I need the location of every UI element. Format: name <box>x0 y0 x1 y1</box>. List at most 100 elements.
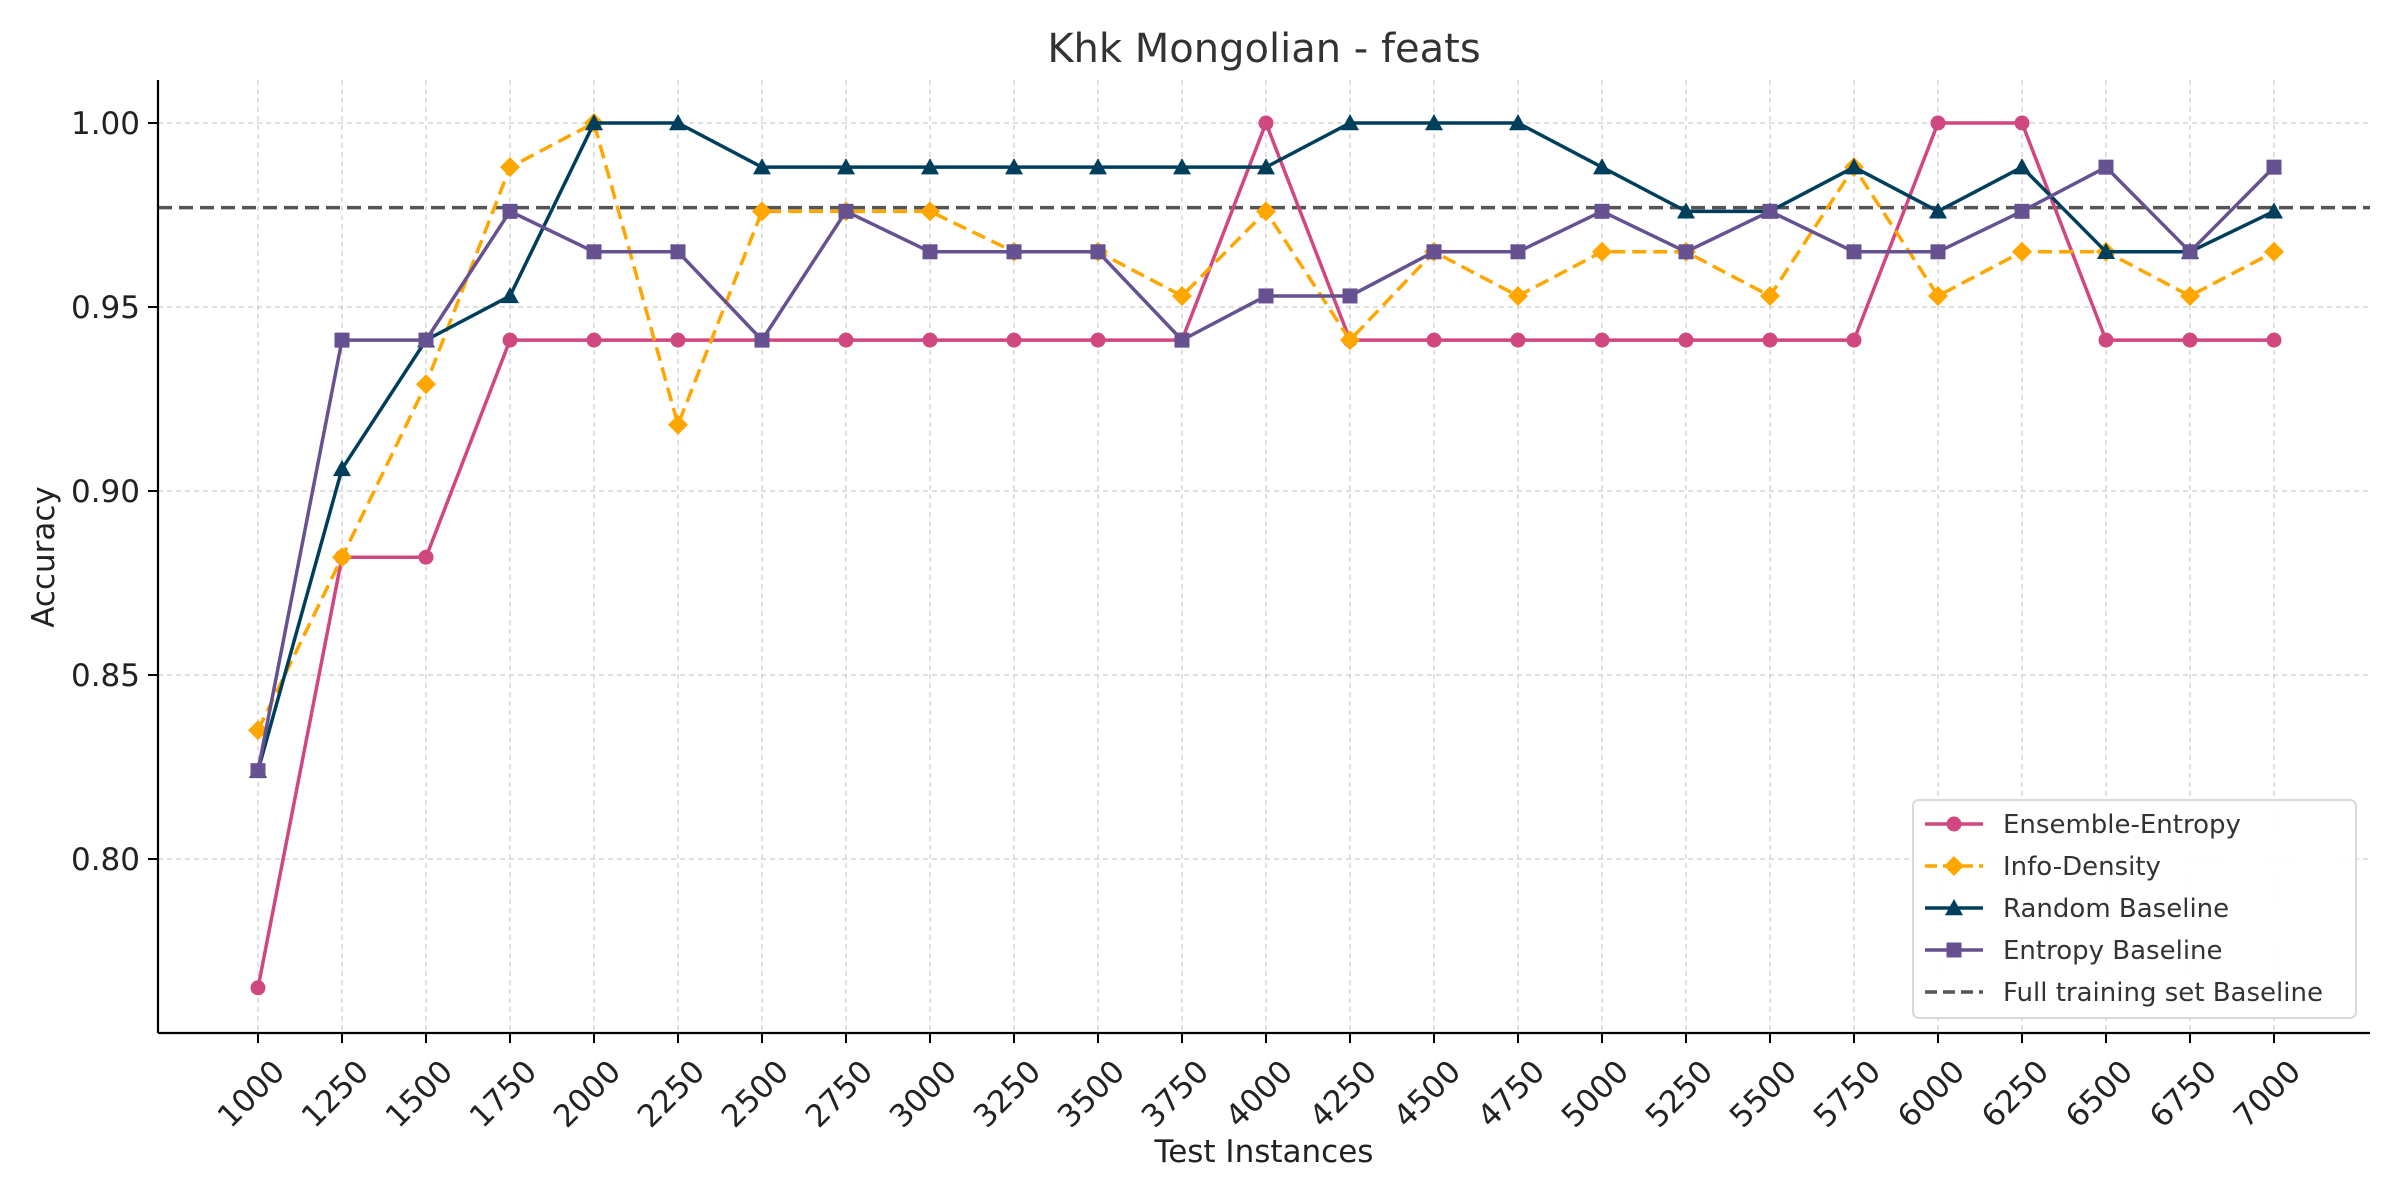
data-point-random-baseline <box>1593 158 1611 175</box>
legend-item-full-training-set-baseline: Full training set Baseline <box>1925 978 2323 1008</box>
data-point-info-density <box>1172 285 1192 306</box>
data-point-random-baseline <box>2265 202 2283 219</box>
legend-label: Entropy Baseline <box>2003 936 2223 966</box>
x-tick-label: 6750 <box>2143 1054 2224 1135</box>
legend-label: Info-Density <box>2003 852 2161 882</box>
data-point-entropy-baseline <box>670 244 686 260</box>
data-point-info-density <box>1760 285 1780 306</box>
data-point-entropy-baseline <box>2266 159 2282 175</box>
y-tick-label: 0.80 <box>71 842 140 878</box>
data-point-ensemble-entropy <box>2098 332 2114 348</box>
data-point-entropy-baseline <box>250 763 266 779</box>
legend-marker <box>1944 856 1964 876</box>
legend-marker <box>1945 899 1963 916</box>
data-point-entropy-baseline <box>1258 288 1274 304</box>
data-point-ensemble-entropy <box>2266 332 2282 348</box>
data-point-entropy-baseline <box>1174 332 1190 348</box>
data-point-entropy-baseline <box>1426 244 1442 260</box>
data-point-entropy-baseline <box>1342 288 1358 304</box>
grid-layer <box>158 80 2370 1033</box>
x-tick-label: 5250 <box>1639 1054 1720 1135</box>
data-point-random-baseline <box>1425 114 1443 131</box>
legend-marker <box>1946 816 1962 832</box>
data-point-ensemble-entropy <box>1594 332 1610 348</box>
x-tick-label: 4500 <box>1387 1054 1468 1135</box>
data-point-entropy-baseline <box>1678 244 1694 260</box>
data-point-info-density <box>2264 241 2284 262</box>
y-tick-label: 0.85 <box>71 658 140 694</box>
data-point-info-density <box>500 157 520 178</box>
data-point-entropy-baseline <box>586 244 602 260</box>
data-point-random-baseline <box>2013 158 2031 175</box>
legend-item-info-density: Info-Density <box>1925 852 2161 882</box>
data-point-info-density <box>248 720 268 741</box>
data-point-info-density <box>668 414 688 435</box>
data-point-random-baseline <box>753 158 771 175</box>
data-point-entropy-baseline <box>334 332 350 348</box>
chart-title: Khk Mongolian - feats <box>1047 26 1480 72</box>
x-tick-label: 3000 <box>883 1054 964 1135</box>
legend: Ensemble-Entropy Info-Density Random Basel… <box>1912 799 2357 1019</box>
data-point-info-density <box>1256 201 1276 222</box>
data-point-random-baseline <box>1341 114 1359 131</box>
data-point-ensemble-entropy <box>250 980 266 996</box>
data-point-entropy-baseline <box>922 244 938 260</box>
data-point-random-baseline <box>1173 158 1191 175</box>
data-point-ensemble-entropy <box>1846 332 1862 348</box>
y-tick-label: 1.00 <box>71 106 140 142</box>
x-tick-label: 1500 <box>379 1054 460 1135</box>
data-point-entropy-baseline <box>1930 244 1946 260</box>
x-tick-label: 5000 <box>1555 1054 1636 1135</box>
data-point-random-baseline <box>837 158 855 175</box>
data-point-random-baseline <box>921 158 939 175</box>
data-point-ensemble-entropy <box>838 332 854 348</box>
x-tick-label: 2750 <box>799 1054 880 1135</box>
data-point-info-density <box>1508 285 1528 306</box>
series-layer <box>248 113 2284 996</box>
data-point-ensemble-entropy <box>1510 332 1526 348</box>
legend-label: Random Baseline <box>2003 894 2229 924</box>
legend-frame <box>1912 799 2357 1019</box>
x-tick-label: 6000 <box>1891 1054 1972 1135</box>
y-axis-label: Accuracy <box>26 486 62 628</box>
data-point-info-density <box>752 201 772 222</box>
legend-marker <box>1946 942 1962 958</box>
data-point-ensemble-entropy <box>502 332 518 348</box>
x-tick-label: 3750 <box>1135 1054 1216 1135</box>
x-tick-label: 4250 <box>1303 1054 1384 1135</box>
data-point-random-baseline <box>1509 114 1527 131</box>
data-point-random-baseline <box>1845 158 1863 175</box>
x-tick-label: 5750 <box>1807 1054 1888 1135</box>
data-point-random-baseline <box>333 459 351 477</box>
data-point-ensemble-entropy <box>418 549 434 565</box>
data-point-info-density <box>332 547 352 568</box>
data-point-ensemble-entropy <box>1426 332 1442 348</box>
data-point-entropy-baseline <box>1594 203 1610 219</box>
data-point-random-baseline <box>1677 202 1695 219</box>
data-point-entropy-baseline <box>1510 244 1526 260</box>
data-point-ensemble-entropy <box>2014 115 2030 131</box>
data-point-entropy-baseline <box>502 203 518 219</box>
legend-label: Full training set Baseline <box>2003 978 2323 1008</box>
data-point-ensemble-entropy <box>1762 332 1778 348</box>
series-entropy-baseline <box>250 159 2282 779</box>
axes-layer <box>156 80 2370 1035</box>
x-tick-label: 4750 <box>1471 1054 1552 1135</box>
y-tick-label: 0.95 <box>71 290 140 326</box>
data-point-entropy-baseline <box>2014 203 2030 219</box>
data-point-entropy-baseline <box>2182 244 2198 260</box>
data-point-info-density <box>1592 241 1612 262</box>
x-tick-label: 3500 <box>1051 1054 1132 1135</box>
data-point-ensemble-entropy <box>1258 115 1274 131</box>
data-point-ensemble-entropy <box>922 332 938 348</box>
data-point-random-baseline <box>669 114 687 131</box>
legend-label: Ensemble-Entropy <box>2003 810 2241 840</box>
data-point-entropy-baseline <box>754 332 770 348</box>
data-point-entropy-baseline <box>1762 203 1778 219</box>
legend-item-ensemble-entropy: Ensemble-Entropy <box>1925 810 2241 840</box>
x-tick-label: 3250 <box>967 1054 1048 1135</box>
x-tick-label: 7000 <box>2227 1054 2308 1135</box>
data-point-ensemble-entropy <box>1006 332 1022 348</box>
